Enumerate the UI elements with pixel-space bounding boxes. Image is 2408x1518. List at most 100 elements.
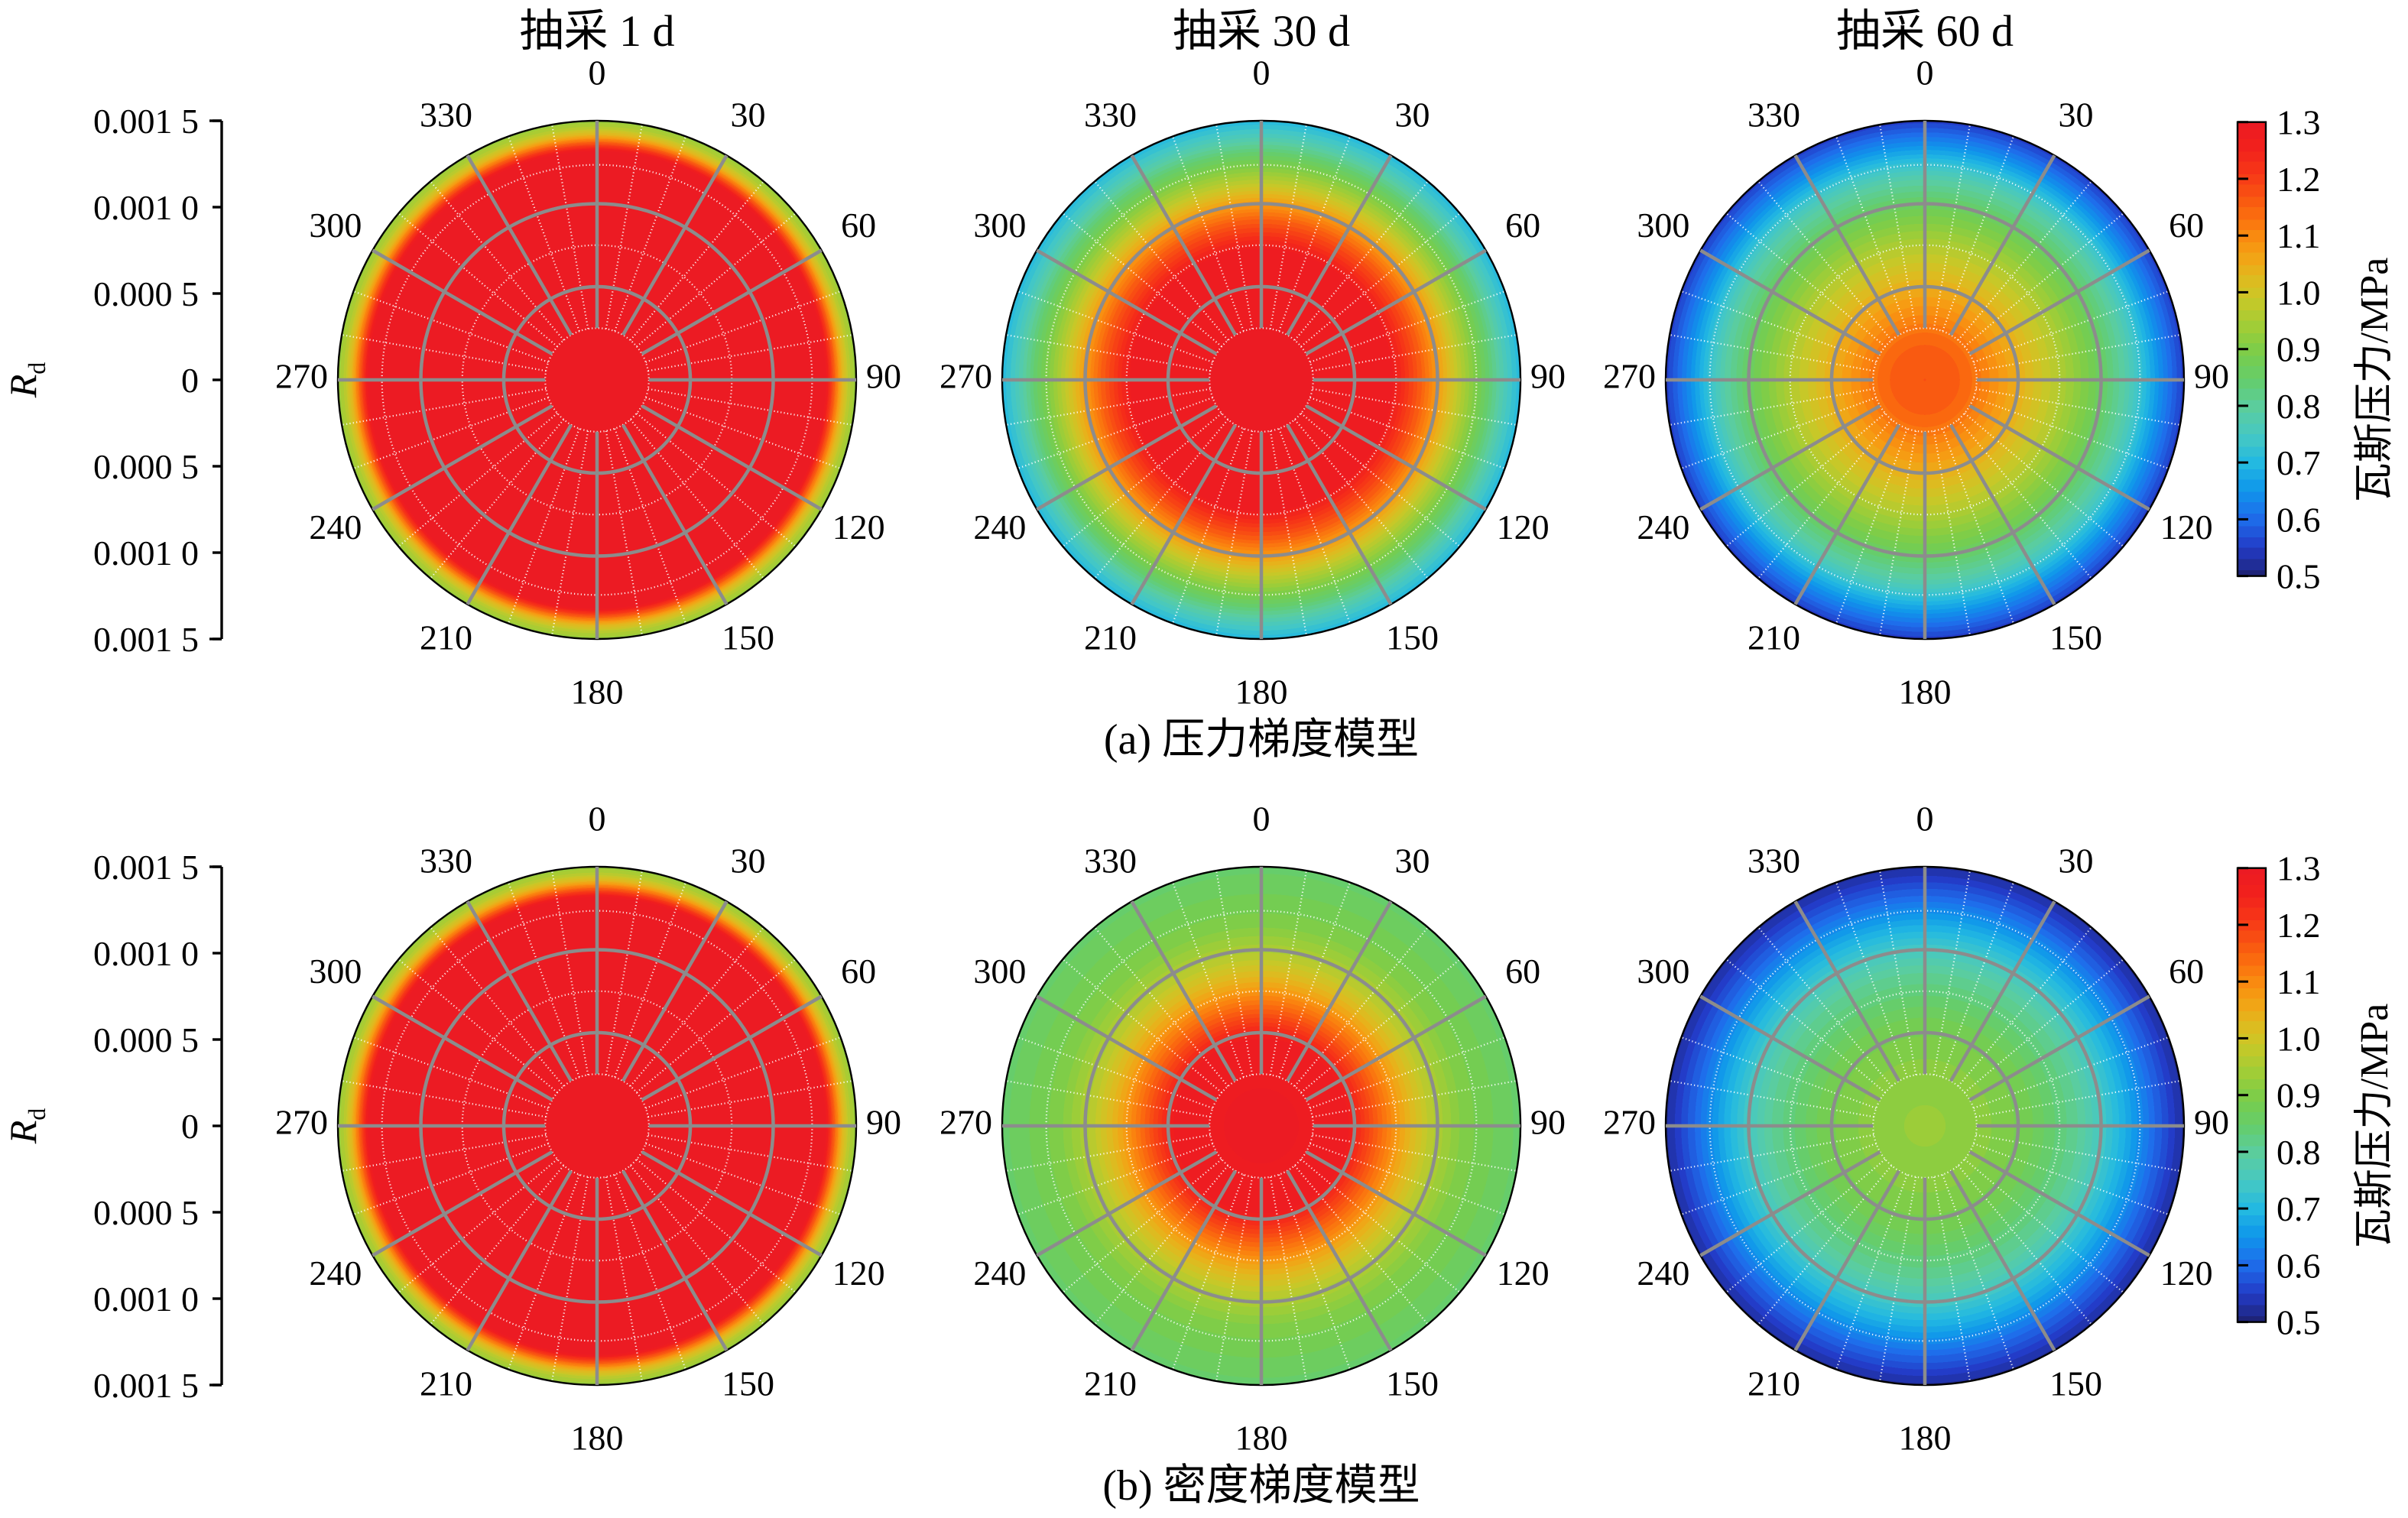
svg-text:30: 30: [731, 95, 766, 134]
svg-text:0.000 5: 0.000 5: [93, 274, 199, 313]
svg-text:210: 210: [420, 1364, 472, 1403]
svg-text:150: 150: [722, 618, 774, 657]
svg-text:330: 330: [1084, 95, 1137, 134]
svg-text:300: 300: [309, 206, 362, 245]
svg-text:90: 90: [2194, 1103, 2229, 1142]
svg-text:(b) 密度梯度模型: (b) 密度梯度模型: [1102, 1462, 1420, 1510]
svg-text:90: 90: [1530, 357, 1566, 396]
svg-text:240: 240: [973, 1254, 1026, 1293]
svg-text:0.001 0: 0.001 0: [93, 934, 199, 973]
svg-text:抽采 60 d: 抽采 60 d: [1836, 6, 2014, 56]
svg-text:1.1: 1.1: [2277, 216, 2321, 255]
svg-text:1.2: 1.2: [2277, 160, 2321, 199]
svg-text:270: 270: [1603, 357, 1656, 396]
svg-text:300: 300: [1637, 206, 1689, 245]
svg-text:0.7: 0.7: [2277, 1189, 2321, 1228]
svg-text:90: 90: [866, 1103, 901, 1142]
svg-text:150: 150: [2049, 618, 2102, 657]
svg-text:300: 300: [973, 952, 1026, 991]
svg-text:0.9: 0.9: [2277, 1076, 2321, 1115]
svg-text:0.001 0: 0.001 0: [93, 534, 199, 572]
svg-text:330: 330: [420, 95, 472, 134]
svg-text:120: 120: [2160, 508, 2213, 547]
svg-text:180: 180: [571, 673, 624, 712]
svg-text:1.1: 1.1: [2277, 962, 2321, 1001]
svg-text:0.001 0: 0.001 0: [93, 188, 199, 227]
svg-text:0.000 5: 0.000 5: [93, 447, 199, 486]
svg-text:240: 240: [1637, 508, 1689, 547]
svg-text:270: 270: [1603, 1103, 1656, 1142]
svg-text:180: 180: [1899, 673, 1952, 712]
svg-text:0: 0: [1916, 800, 1934, 838]
svg-text:300: 300: [309, 952, 362, 991]
svg-text:60: 60: [1505, 206, 1540, 245]
svg-text:210: 210: [1748, 618, 1800, 657]
svg-text:0.8: 0.8: [2277, 387, 2321, 426]
svg-text:330: 330: [1084, 841, 1137, 880]
svg-text:60: 60: [1505, 952, 1540, 991]
svg-text:120: 120: [2160, 1254, 2213, 1293]
svg-text:0: 0: [1253, 54, 1271, 92]
svg-text:60: 60: [841, 206, 876, 245]
svg-text:240: 240: [973, 508, 1026, 547]
svg-text:0: 0: [589, 54, 606, 92]
svg-text:120: 120: [1497, 1254, 1550, 1293]
svg-text:0.001 0: 0.001 0: [93, 1280, 199, 1319]
svg-text:1.3: 1.3: [2277, 103, 2321, 142]
svg-text:240: 240: [309, 1254, 362, 1293]
svg-text:(a) 压力梯度模型: (a) 压力梯度模型: [1104, 716, 1419, 764]
svg-text:210: 210: [1084, 618, 1137, 657]
svg-text:0.001 5: 0.001 5: [93, 620, 199, 659]
svg-text:240: 240: [309, 508, 362, 547]
svg-text:180: 180: [1235, 1419, 1288, 1458]
svg-text:240: 240: [1637, 1254, 1689, 1293]
svg-text:90: 90: [866, 357, 901, 396]
svg-text:1.0: 1.0: [2277, 273, 2321, 312]
svg-text:0.5: 0.5: [2277, 557, 2321, 596]
svg-text:330: 330: [1748, 95, 1800, 134]
svg-text:0.9: 0.9: [2277, 330, 2321, 369]
svg-text:1.2: 1.2: [2277, 906, 2321, 945]
svg-text:210: 210: [1084, 1364, 1137, 1403]
svg-text:瓦斯压力/MPa: 瓦斯压力/MPa: [2353, 258, 2397, 503]
svg-text:270: 270: [275, 1103, 328, 1142]
svg-text:30: 30: [2059, 95, 2094, 134]
svg-text:1.3: 1.3: [2277, 849, 2321, 888]
svg-text:180: 180: [571, 1419, 624, 1458]
svg-text:0.001 5: 0.001 5: [93, 1366, 199, 1405]
svg-text:300: 300: [1637, 952, 1689, 991]
svg-text:0.001 5: 0.001 5: [93, 102, 199, 141]
svg-text:270: 270: [275, 357, 328, 396]
svg-text:0: 0: [1253, 800, 1271, 838]
svg-text:30: 30: [1395, 95, 1430, 134]
svg-text:180: 180: [1899, 1419, 1952, 1458]
svg-text:90: 90: [1530, 1103, 1566, 1142]
svg-text:0.6: 0.6: [2277, 500, 2321, 539]
svg-text:270: 270: [940, 357, 992, 396]
svg-text:抽采 30 d: 抽采 30 d: [1173, 6, 1350, 56]
svg-text:150: 150: [2049, 1364, 2102, 1403]
svg-text:300: 300: [973, 206, 1026, 245]
svg-text:60: 60: [841, 952, 876, 991]
svg-text:0.001 5: 0.001 5: [93, 848, 199, 887]
svg-text:瓦斯压力/MPa: 瓦斯压力/MPa: [2353, 1004, 2397, 1249]
svg-text:30: 30: [731, 841, 766, 880]
svg-text:150: 150: [722, 1364, 774, 1403]
svg-text:0.8: 0.8: [2277, 1133, 2321, 1172]
svg-text:210: 210: [1748, 1364, 1800, 1403]
svg-text:0: 0: [181, 361, 199, 400]
svg-text:0: 0: [589, 800, 606, 838]
svg-text:180: 180: [1235, 673, 1288, 712]
svg-text:30: 30: [2059, 841, 2094, 880]
svg-text:330: 330: [420, 841, 472, 880]
svg-text:0: 0: [181, 1107, 199, 1146]
svg-text:0.6: 0.6: [2277, 1246, 2321, 1285]
svg-text:0: 0: [1916, 54, 1934, 92]
svg-text:0.5: 0.5: [2277, 1303, 2321, 1342]
svg-text:210: 210: [420, 618, 472, 657]
svg-text:60: 60: [2169, 952, 2204, 991]
svg-text:0.000 5: 0.000 5: [93, 1193, 199, 1232]
svg-text:150: 150: [1386, 618, 1439, 657]
svg-text:30: 30: [1395, 841, 1430, 880]
svg-text:120: 120: [832, 508, 885, 547]
